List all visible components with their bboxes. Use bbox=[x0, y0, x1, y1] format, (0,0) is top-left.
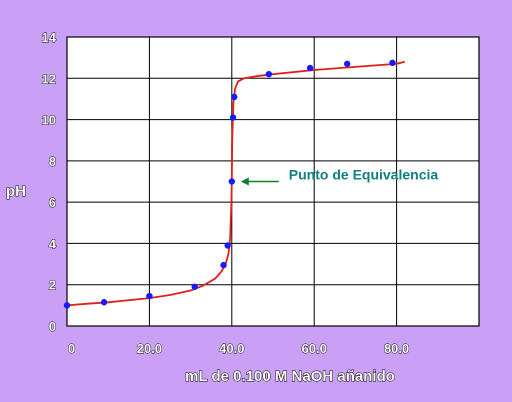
grid bbox=[66, 36, 480, 327]
data-point bbox=[231, 93, 238, 101]
equivalence-annotation: Punto de Equivalencia bbox=[240, 167, 439, 186]
y-tick-label: 4 bbox=[49, 236, 57, 251]
y-tick-label: 12 bbox=[42, 71, 56, 86]
y-tick-label: 2 bbox=[49, 278, 56, 293]
x-tick-label: 40.0 bbox=[219, 341, 244, 356]
x-tick-labels: 0 20.0 40.0 60.0 80.0 bbox=[68, 341, 410, 357]
y-tick-label: 6 bbox=[49, 195, 56, 210]
data-point bbox=[63, 302, 71, 309]
x-tick-label: 60.0 bbox=[302, 341, 327, 356]
data-point bbox=[228, 178, 235, 185]
equivalence-label: Punto de Equivalencia bbox=[289, 167, 439, 183]
data-points bbox=[63, 59, 396, 309]
data-point bbox=[146, 292, 153, 300]
y-tick-label: 0 bbox=[49, 319, 56, 334]
data-point bbox=[265, 70, 273, 78]
data-point bbox=[100, 299, 108, 306]
y-tick-labels: 0 2 4 6 8 10 12 14 bbox=[41, 30, 57, 335]
data-point bbox=[343, 60, 351, 68]
plot-border bbox=[66, 36, 480, 327]
data-point bbox=[220, 261, 227, 269]
x-tick-label: 0 bbox=[68, 341, 75, 356]
data-point bbox=[224, 242, 231, 249]
y-axis-title: pH bbox=[6, 183, 26, 200]
data-point bbox=[389, 59, 396, 67]
y-tick-label: 14 bbox=[42, 30, 57, 45]
data-point bbox=[229, 114, 237, 121]
y-tick-label: 10 bbox=[42, 113, 56, 128]
x-tick-label: 20.0 bbox=[137, 341, 162, 356]
data-point bbox=[191, 283, 198, 290]
x-tick-label: 80.0 bbox=[384, 341, 409, 356]
x-axis-title: mL de 0.100 M NaOH añanido bbox=[185, 368, 395, 385]
equivalence-arrow-head bbox=[240, 177, 249, 186]
y-tick-label: 8 bbox=[49, 154, 56, 169]
data-point bbox=[306, 64, 314, 72]
